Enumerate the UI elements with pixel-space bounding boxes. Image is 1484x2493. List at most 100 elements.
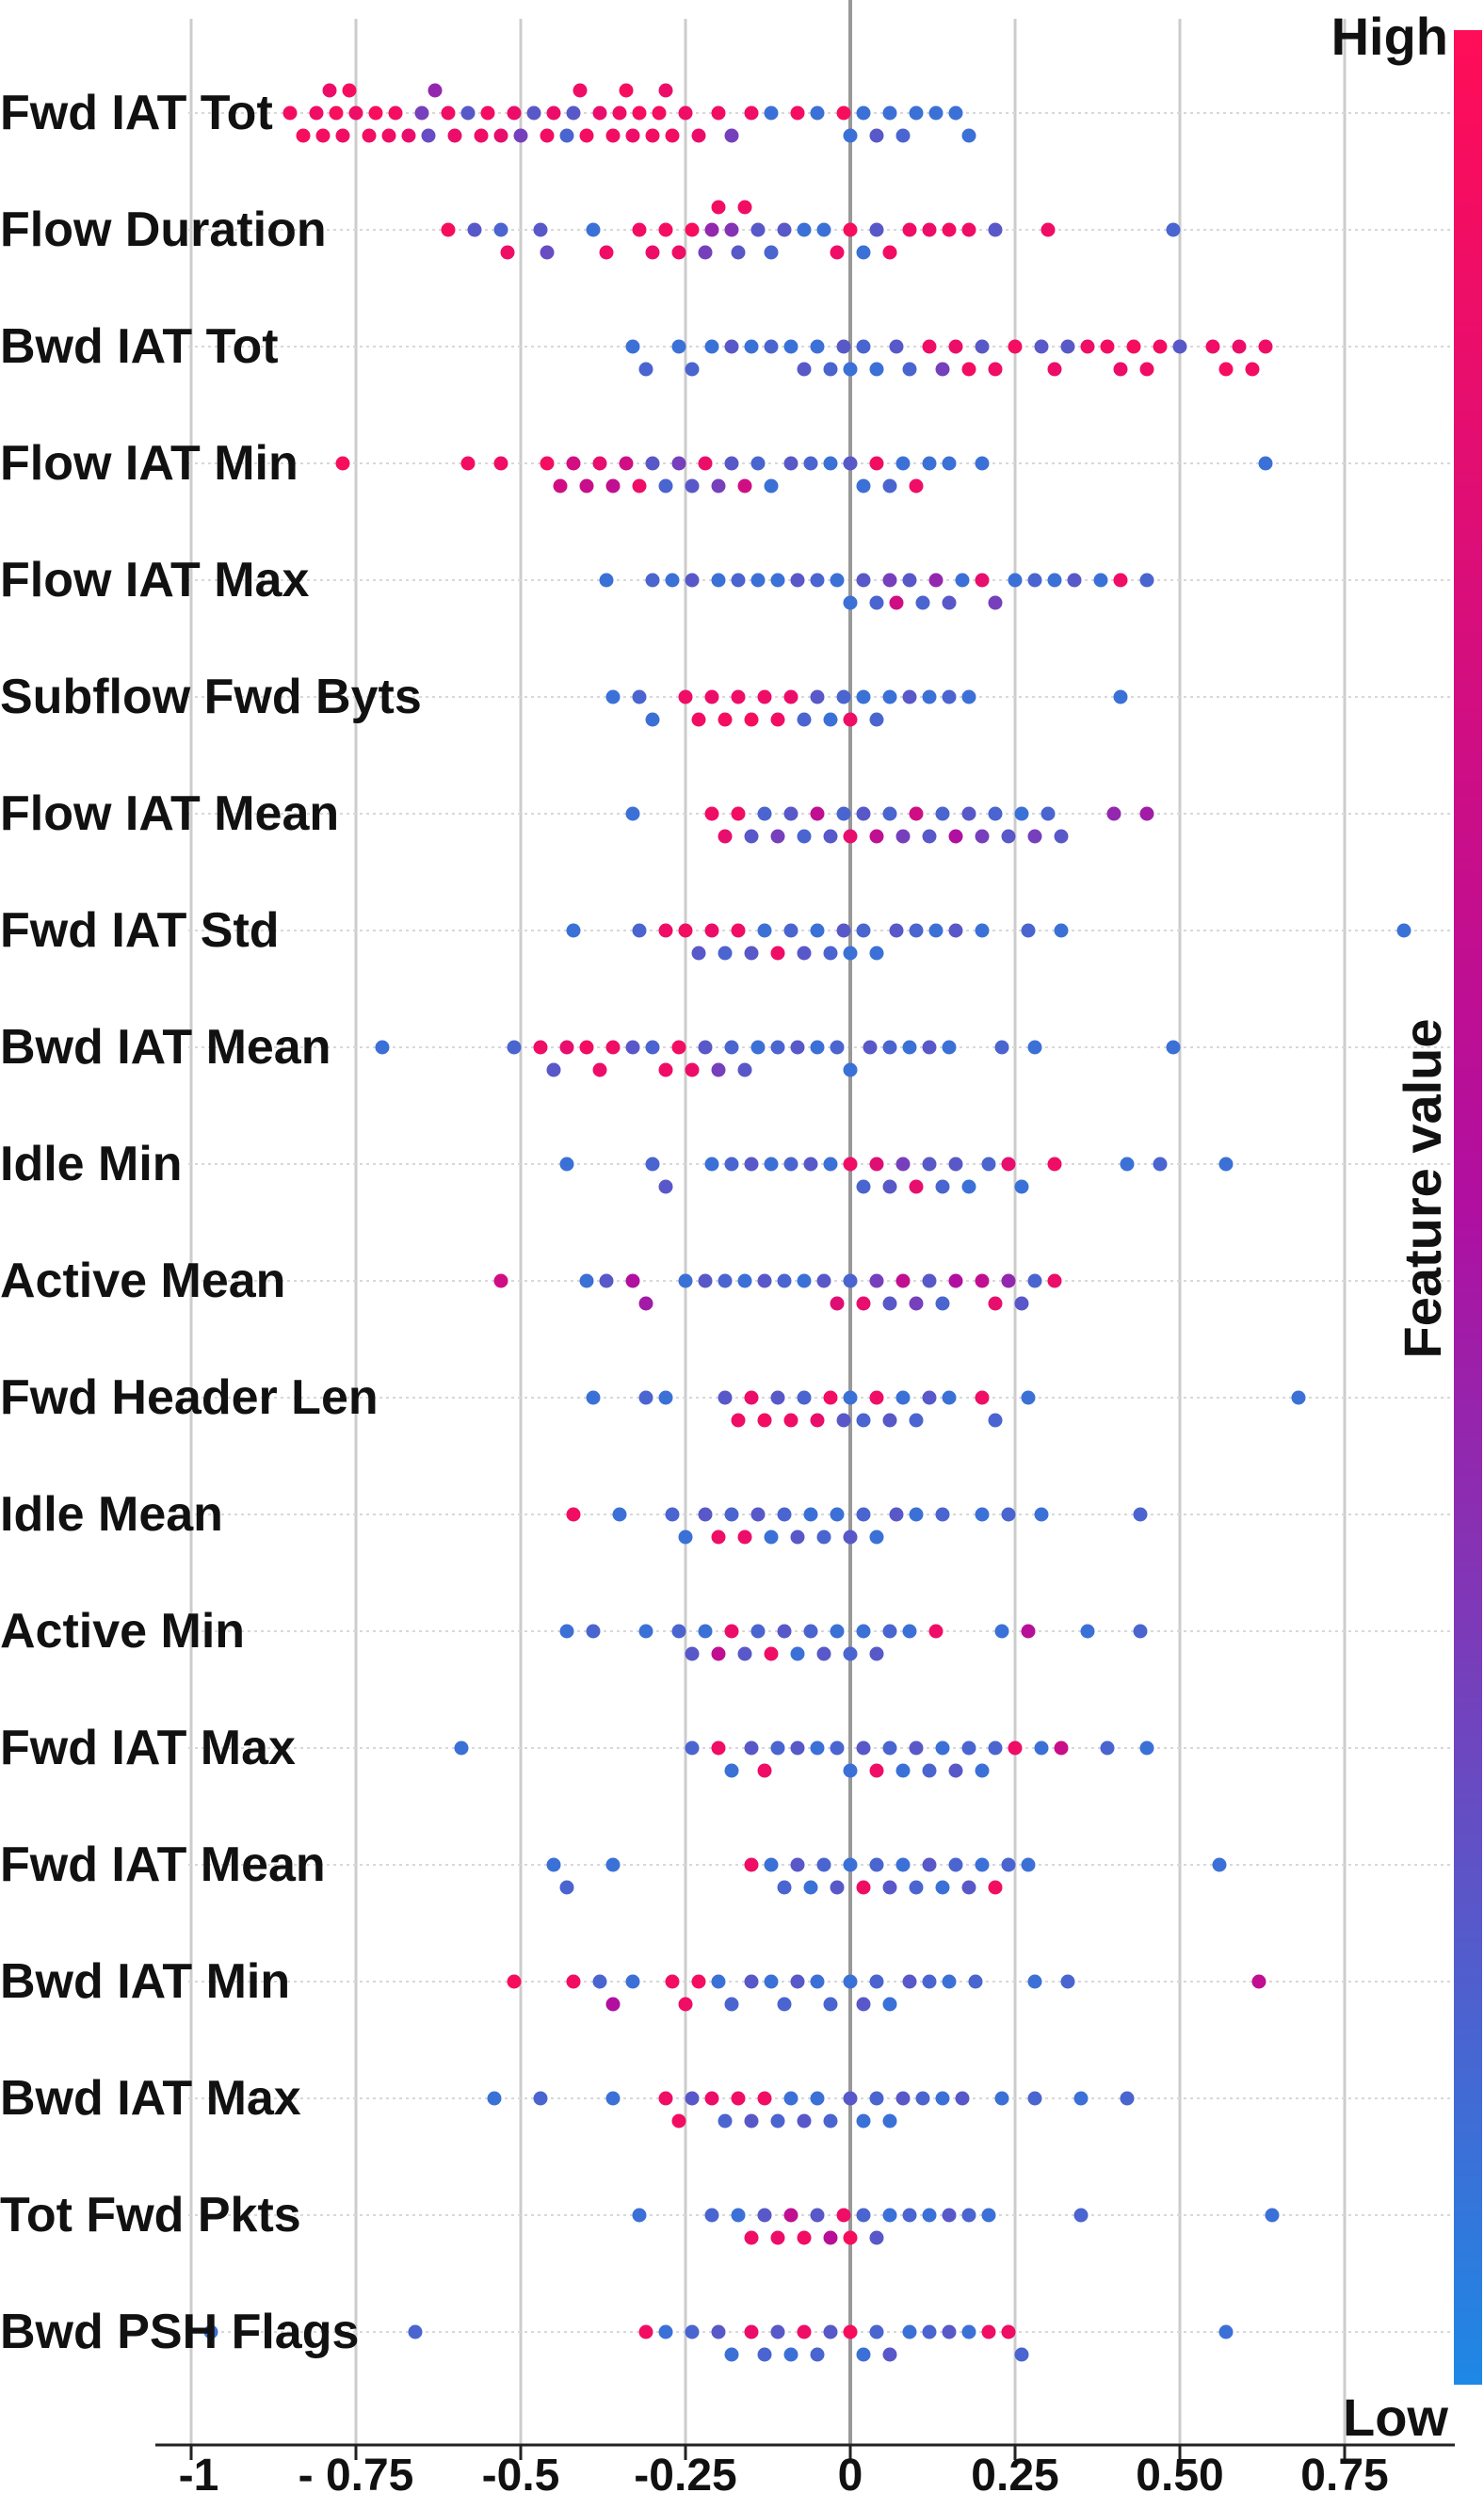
point-f18-15 bbox=[902, 2208, 917, 2223]
point-f15-17 bbox=[935, 1880, 950, 1895]
point-f0-46 bbox=[744, 105, 759, 121]
point-f17-5 bbox=[685, 2091, 700, 2106]
point-f17-26 bbox=[1073, 2091, 1089, 2106]
point-f8-0 bbox=[375, 1040, 390, 1055]
point-f18-5 bbox=[770, 2230, 785, 2245]
point-f15-9 bbox=[830, 1880, 845, 1895]
point-f2-11 bbox=[823, 362, 838, 377]
point-f7-25 bbox=[1054, 923, 1069, 938]
point-f7-5 bbox=[704, 923, 719, 938]
point-f12-14 bbox=[830, 1507, 845, 1522]
point-f7-0 bbox=[566, 923, 581, 938]
point-f10-3 bbox=[625, 1273, 640, 1288]
point-f1-30 bbox=[922, 222, 937, 237]
point-f10-1 bbox=[579, 1273, 594, 1288]
point-f5-17 bbox=[856, 689, 871, 704]
point-f0-41 bbox=[665, 128, 680, 143]
point-f19-8 bbox=[757, 2347, 772, 2362]
point-f8-14 bbox=[711, 1062, 726, 1077]
point-f16-0 bbox=[507, 1974, 522, 1989]
feature-label-4: Flow IAT Max bbox=[0, 553, 309, 607]
point-f0-38 bbox=[645, 128, 660, 143]
feature-label-11: Fwd Header Len bbox=[0, 1370, 379, 1425]
point-f2-5 bbox=[724, 339, 739, 354]
point-f13-6 bbox=[711, 1646, 726, 1661]
point-f6-12 bbox=[843, 829, 858, 844]
point-f17-27 bbox=[1120, 2091, 1135, 2106]
point-f0-24 bbox=[513, 128, 528, 143]
point-f1-13 bbox=[698, 245, 713, 260]
point-f13-16 bbox=[843, 1646, 858, 1661]
point-f4-13 bbox=[869, 595, 884, 610]
x-tick-label-2: -0.5 bbox=[482, 2451, 560, 2493]
point-f0-3 bbox=[315, 128, 331, 143]
point-f11-6 bbox=[757, 1413, 772, 1428]
point-f11-5 bbox=[744, 1390, 759, 1405]
point-f0-15 bbox=[421, 128, 436, 143]
point-f1-24 bbox=[830, 245, 845, 260]
point-f19-23 bbox=[1001, 2324, 1016, 2339]
x-tick-label-4: 0 bbox=[838, 2451, 863, 2493]
point-f12-8 bbox=[750, 1507, 766, 1522]
point-f7-13 bbox=[810, 923, 825, 938]
point-f12-3 bbox=[678, 1530, 693, 1545]
point-f16-9 bbox=[724, 1997, 739, 2012]
point-f11-18 bbox=[909, 1413, 924, 1428]
feature-label-18: Tot Fwd Pkts bbox=[0, 2188, 301, 2242]
point-f0-0 bbox=[282, 105, 298, 121]
point-f10-20 bbox=[922, 1273, 937, 1288]
point-f6-4 bbox=[744, 829, 759, 844]
feature-label-5: Subflow Fwd Byts bbox=[0, 670, 422, 724]
point-f14-13 bbox=[882, 1740, 897, 1756]
point-f17-3 bbox=[658, 2091, 673, 2106]
point-f18-17 bbox=[942, 2208, 957, 2223]
point-f1-7 bbox=[599, 245, 614, 260]
feature-label-8: Bwd IAT Mean bbox=[0, 1020, 331, 1075]
point-f2-23 bbox=[988, 362, 1003, 377]
point-f5-9 bbox=[757, 689, 772, 704]
point-f3-33 bbox=[1258, 456, 1273, 471]
point-f12-20 bbox=[935, 1507, 950, 1522]
point-f4-28 bbox=[1113, 573, 1128, 588]
point-f5-10 bbox=[770, 712, 785, 727]
point-f3-3 bbox=[540, 456, 555, 471]
point-f0-50 bbox=[836, 105, 851, 121]
point-f13-10 bbox=[764, 1646, 779, 1661]
point-f4-14 bbox=[882, 573, 897, 588]
point-f4-24 bbox=[1027, 573, 1042, 588]
point-f14-16 bbox=[922, 1763, 937, 1778]
point-f7-4 bbox=[691, 946, 706, 961]
point-f2-9 bbox=[797, 362, 812, 377]
point-f15-18 bbox=[948, 1857, 963, 1872]
point-f15-8 bbox=[816, 1857, 831, 1872]
point-f3-0 bbox=[335, 456, 350, 471]
point-f4-20 bbox=[955, 573, 970, 588]
point-f0-56 bbox=[909, 105, 924, 121]
point-f3-7 bbox=[592, 456, 607, 471]
point-f1-22 bbox=[797, 222, 812, 237]
point-f15-22 bbox=[1001, 1857, 1016, 1872]
point-f18-18 bbox=[961, 2208, 976, 2223]
point-f11-19 bbox=[922, 1390, 937, 1405]
point-f16-21 bbox=[922, 1974, 937, 1989]
point-f10-13 bbox=[830, 1296, 845, 1311]
point-f6-21 bbox=[961, 806, 976, 821]
point-f8-19 bbox=[790, 1040, 805, 1055]
point-f2-20 bbox=[948, 339, 963, 354]
point-f11-22 bbox=[988, 1413, 1003, 1428]
point-f10-4 bbox=[638, 1296, 653, 1311]
point-f12-0 bbox=[566, 1507, 581, 1522]
point-f0-8 bbox=[348, 105, 363, 121]
point-f1-9 bbox=[645, 245, 660, 260]
point-f3-8 bbox=[605, 478, 621, 494]
point-f13-22 bbox=[994, 1624, 1009, 1639]
point-f9-4 bbox=[724, 1157, 739, 1172]
grid-layer bbox=[189, 19, 1347, 2445]
point-f11-11 bbox=[823, 1390, 838, 1405]
point-f0-5 bbox=[329, 105, 344, 121]
point-f1-20 bbox=[764, 245, 779, 260]
point-f11-13 bbox=[843, 1390, 858, 1405]
point-f6-17 bbox=[909, 806, 924, 821]
point-f2-34 bbox=[1172, 339, 1187, 354]
point-f4-11 bbox=[843, 595, 858, 610]
